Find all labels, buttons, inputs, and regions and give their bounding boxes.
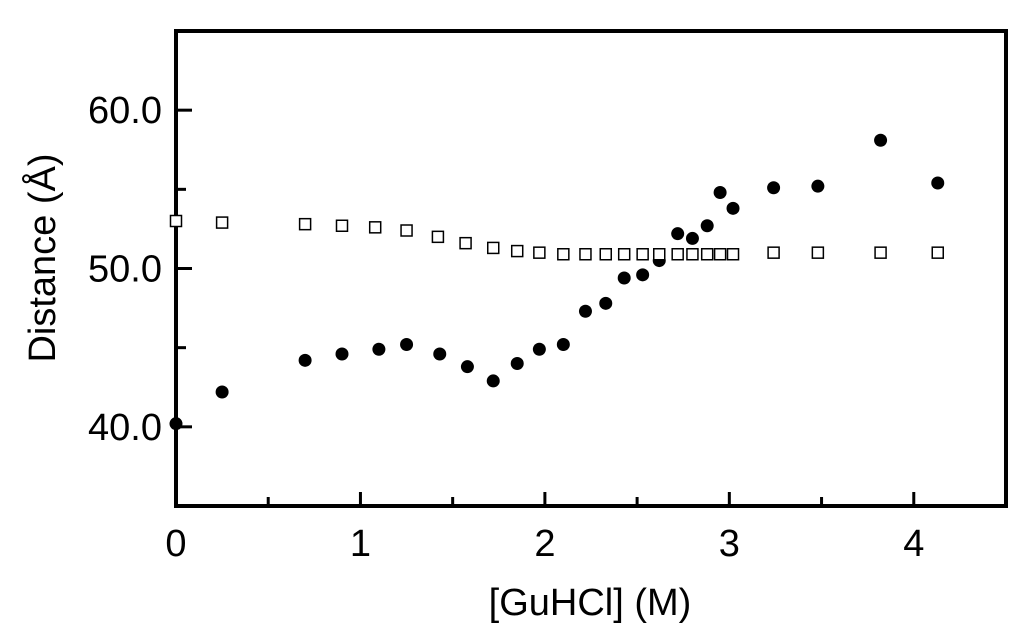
x-tick-label: 4 [903, 523, 924, 565]
x-tick-label: 3 [719, 523, 740, 565]
data-point-circle [532, 342, 546, 356]
data-point-circle [700, 219, 714, 233]
data-point-circle [578, 304, 592, 318]
data-point-square [874, 246, 887, 259]
data-point-circle [671, 227, 685, 241]
data-point-square [431, 230, 445, 244]
data-point-circle [874, 133, 888, 147]
x-tick-label: 2 [534, 523, 555, 565]
data-point-square [767, 246, 780, 259]
data-point-circle [486, 374, 500, 388]
data-point-square [215, 216, 229, 229]
y-axis-label: Distance (Å) [20, 153, 64, 362]
data-point-square [510, 244, 524, 258]
data-point-circle [298, 353, 312, 367]
series-filled-circle [169, 133, 945, 431]
y-tick-label: 60.0 [88, 90, 162, 132]
data-point-square [368, 221, 382, 234]
data-point-circle [510, 357, 524, 370]
data-point-circle [556, 338, 570, 351]
data-point-square [652, 248, 666, 261]
data-point-square [557, 248, 570, 261]
axis-ticks [174, 108, 916, 506]
data-point-square [931, 246, 945, 259]
data-point-circle [372, 342, 386, 356]
data-point-square [533, 246, 546, 259]
data-series [169, 133, 945, 431]
axis-tick-labels: 0 1 2 3 4 40.0 50.0 60.0 [88, 90, 924, 565]
series-open-square [169, 214, 945, 261]
data-point-square [713, 248, 727, 261]
data-point-circle [599, 296, 613, 310]
data-point-circle [460, 360, 474, 374]
data-point-square [726, 248, 740, 261]
data-point-circle [713, 186, 727, 199]
data-point-circle [617, 271, 631, 285]
data-point-square [617, 248, 631, 261]
y-tick-label: 50.0 [88, 249, 162, 291]
data-point-square [169, 214, 183, 228]
data-point-square [400, 224, 413, 237]
data-point-square [459, 236, 472, 250]
data-point-square [811, 246, 825, 259]
data-point-circle [767, 181, 781, 195]
data-point-circle [169, 417, 183, 431]
data-point-circle [335, 347, 349, 361]
data-point-square [486, 241, 500, 255]
data-point-circle [400, 338, 414, 351]
plot-frame [174, 29, 1008, 508]
x-tick-label: 0 [165, 523, 186, 565]
data-point-circle [215, 385, 229, 399]
data-point-square [686, 248, 699, 261]
data-point-square [636, 248, 649, 261]
data-point-circle [726, 201, 740, 215]
data-point-circle [685, 231, 699, 245]
data-point-circle [811, 179, 825, 193]
x-axis-label: [GuHCl] (M) [489, 582, 692, 624]
data-point-square [298, 217, 312, 231]
data-point-square [700, 248, 714, 261]
data-point-square [671, 248, 684, 261]
data-point-square [579, 248, 592, 261]
data-point-square [599, 248, 613, 261]
data-point-circle [931, 176, 945, 190]
data-point-circle [433, 347, 447, 361]
x-tick-label: 1 [350, 523, 371, 565]
data-point-square [335, 219, 349, 232]
data-point-circle [636, 268, 650, 282]
y-tick-label: 40.0 [88, 407, 162, 449]
